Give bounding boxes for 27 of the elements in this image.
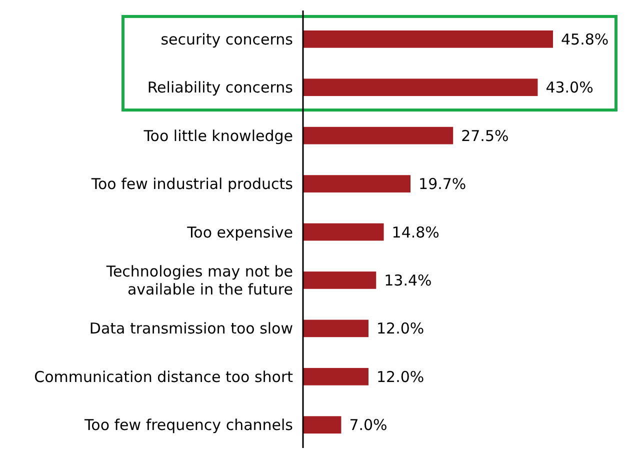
data-label: 45.8%	[561, 30, 609, 48]
bar	[303, 126, 454, 144]
bar	[303, 223, 384, 241]
data-label: 27.5%	[461, 126, 509, 145]
y-tick-label: security concerns	[160, 30, 294, 48]
y-tick-label: Too few industrial products	[90, 175, 294, 194]
data-label: 7.0%	[349, 416, 388, 434]
bar	[303, 320, 368, 338]
y-tick-label: Communication distance too short	[34, 368, 294, 386]
y-tick-label: Too expensive	[186, 223, 293, 242]
bar	[303, 272, 376, 289]
bar	[303, 30, 553, 48]
data-label: 19.7%	[418, 175, 466, 194]
data-label: 12.0%	[376, 320, 424, 338]
data-label: 12.0%	[376, 368, 424, 386]
y-tick-label: Technologies may not be available in the future	[105, 262, 293, 298]
y-tick-label: Too few frequency channels	[84, 416, 294, 434]
bar	[303, 78, 538, 96]
y-tick-label: Too little knowledge	[142, 126, 293, 145]
data-label: 13.4%	[384, 271, 432, 290]
bar	[303, 175, 411, 192]
bar	[303, 368, 368, 386]
y-tick-label: Data transmission too slow	[89, 320, 293, 338]
bar	[303, 416, 342, 434]
y-tick-label: Reliability concerns	[147, 78, 294, 97]
data-label: 43.0%	[546, 78, 594, 97]
data-label: 14.8%	[392, 223, 440, 242]
